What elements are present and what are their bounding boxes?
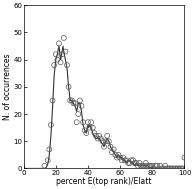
- Point: [144, 161, 147, 164]
- Point: [94, 134, 98, 137]
- Point: [112, 148, 115, 151]
- Point: [130, 159, 133, 162]
- Point: [160, 167, 164, 170]
- Point: [75, 121, 78, 124]
- Point: [53, 64, 56, 67]
- Point: [56, 58, 59, 61]
- Point: [131, 159, 134, 162]
- Point: [152, 167, 155, 170]
- Y-axis label: N. of occurrences: N. of occurrences: [3, 54, 12, 120]
- Point: [143, 164, 146, 167]
- Point: [96, 137, 99, 140]
- Point: [98, 134, 101, 137]
- Point: [180, 167, 183, 170]
- Point: [173, 167, 176, 170]
- Point: [175, 167, 178, 170]
- Point: [51, 99, 54, 102]
- Point: [149, 164, 152, 167]
- Point: [172, 167, 175, 170]
- Point: [114, 153, 117, 156]
- Point: [85, 132, 88, 135]
- Point: [61, 53, 64, 56]
- Point: [74, 102, 77, 105]
- Point: [64, 50, 67, 53]
- Point: [164, 164, 167, 167]
- Point: [138, 161, 141, 164]
- Point: [127, 161, 130, 164]
- Point: [170, 167, 173, 170]
- Point: [146, 164, 149, 167]
- Point: [120, 159, 123, 162]
- Point: [183, 156, 186, 159]
- Point: [48, 148, 51, 151]
- Point: [49, 123, 52, 126]
- Point: [86, 121, 89, 124]
- Point: [90, 121, 93, 124]
- Point: [162, 167, 165, 170]
- Point: [181, 167, 184, 170]
- Point: [177, 167, 180, 170]
- Point: [168, 167, 171, 170]
- Point: [65, 64, 68, 67]
- Point: [99, 137, 102, 140]
- Point: [91, 126, 94, 129]
- Point: [70, 99, 73, 102]
- Point: [88, 126, 91, 129]
- Point: [141, 164, 144, 167]
- Point: [125, 159, 128, 162]
- Point: [159, 164, 162, 167]
- Point: [139, 164, 143, 167]
- Point: [67, 85, 70, 88]
- Point: [104, 140, 107, 143]
- Point: [135, 161, 138, 164]
- Point: [115, 156, 119, 159]
- Point: [157, 167, 160, 170]
- Point: [151, 164, 154, 167]
- Point: [117, 153, 120, 156]
- Point: [147, 164, 151, 167]
- Point: [156, 164, 159, 167]
- Point: [119, 156, 122, 159]
- Point: [133, 161, 136, 164]
- Point: [77, 112, 80, 115]
- Point: [154, 164, 157, 167]
- Point: [122, 156, 125, 159]
- Point: [78, 99, 81, 102]
- Point: [109, 145, 112, 148]
- Point: [81, 121, 85, 124]
- Point: [69, 99, 72, 102]
- Point: [136, 164, 139, 167]
- Point: [62, 36, 65, 40]
- Point: [178, 167, 181, 170]
- Point: [165, 167, 168, 170]
- Point: [59, 61, 62, 64]
- Point: [101, 140, 104, 143]
- Point: [106, 134, 109, 137]
- Point: [80, 104, 83, 107]
- Point: [167, 167, 170, 170]
- Point: [54, 53, 57, 56]
- Point: [93, 132, 96, 135]
- Point: [46, 159, 49, 162]
- Point: [72, 102, 75, 105]
- X-axis label: percent E(top rank)/Elatt: percent E(top rank)/Elatt: [56, 177, 152, 186]
- Point: [107, 140, 110, 143]
- Point: [102, 145, 106, 148]
- Point: [83, 129, 86, 132]
- Point: [111, 151, 114, 154]
- Point: [57, 42, 61, 45]
- Point: [123, 159, 126, 162]
- Point: [128, 161, 131, 164]
- Point: [43, 164, 46, 167]
